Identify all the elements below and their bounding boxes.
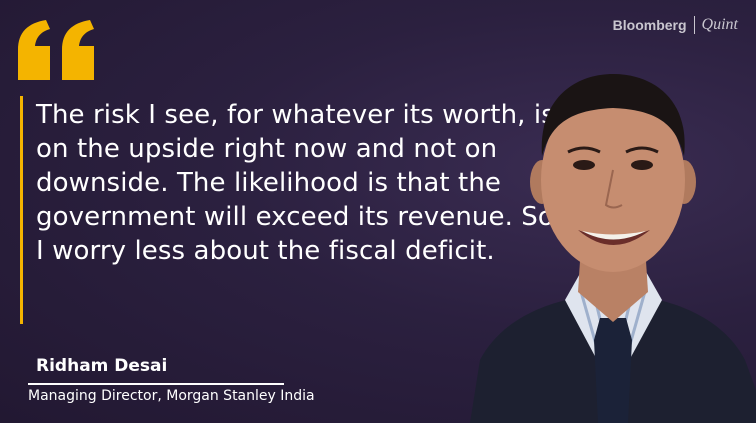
brand-logo[interactable]: Bloomberg Quint	[613, 14, 738, 36]
quote-accent-bar	[20, 96, 23, 324]
logo-secondary: Quint	[701, 16, 738, 33]
logo-divider	[693, 16, 695, 34]
quote-text: The risk I see, for whatever its worth, …	[36, 100, 555, 266]
double-quote-icon	[18, 20, 94, 80]
speaker-name-underline	[28, 383, 284, 385]
logo-primary: Bloomberg	[612, 17, 687, 33]
speaker-title: Managing Director, Morgan Stanley India	[28, 388, 315, 404]
speaker-portrait	[470, 74, 756, 423]
speaker-name: Ridham Desai	[36, 356, 168, 376]
